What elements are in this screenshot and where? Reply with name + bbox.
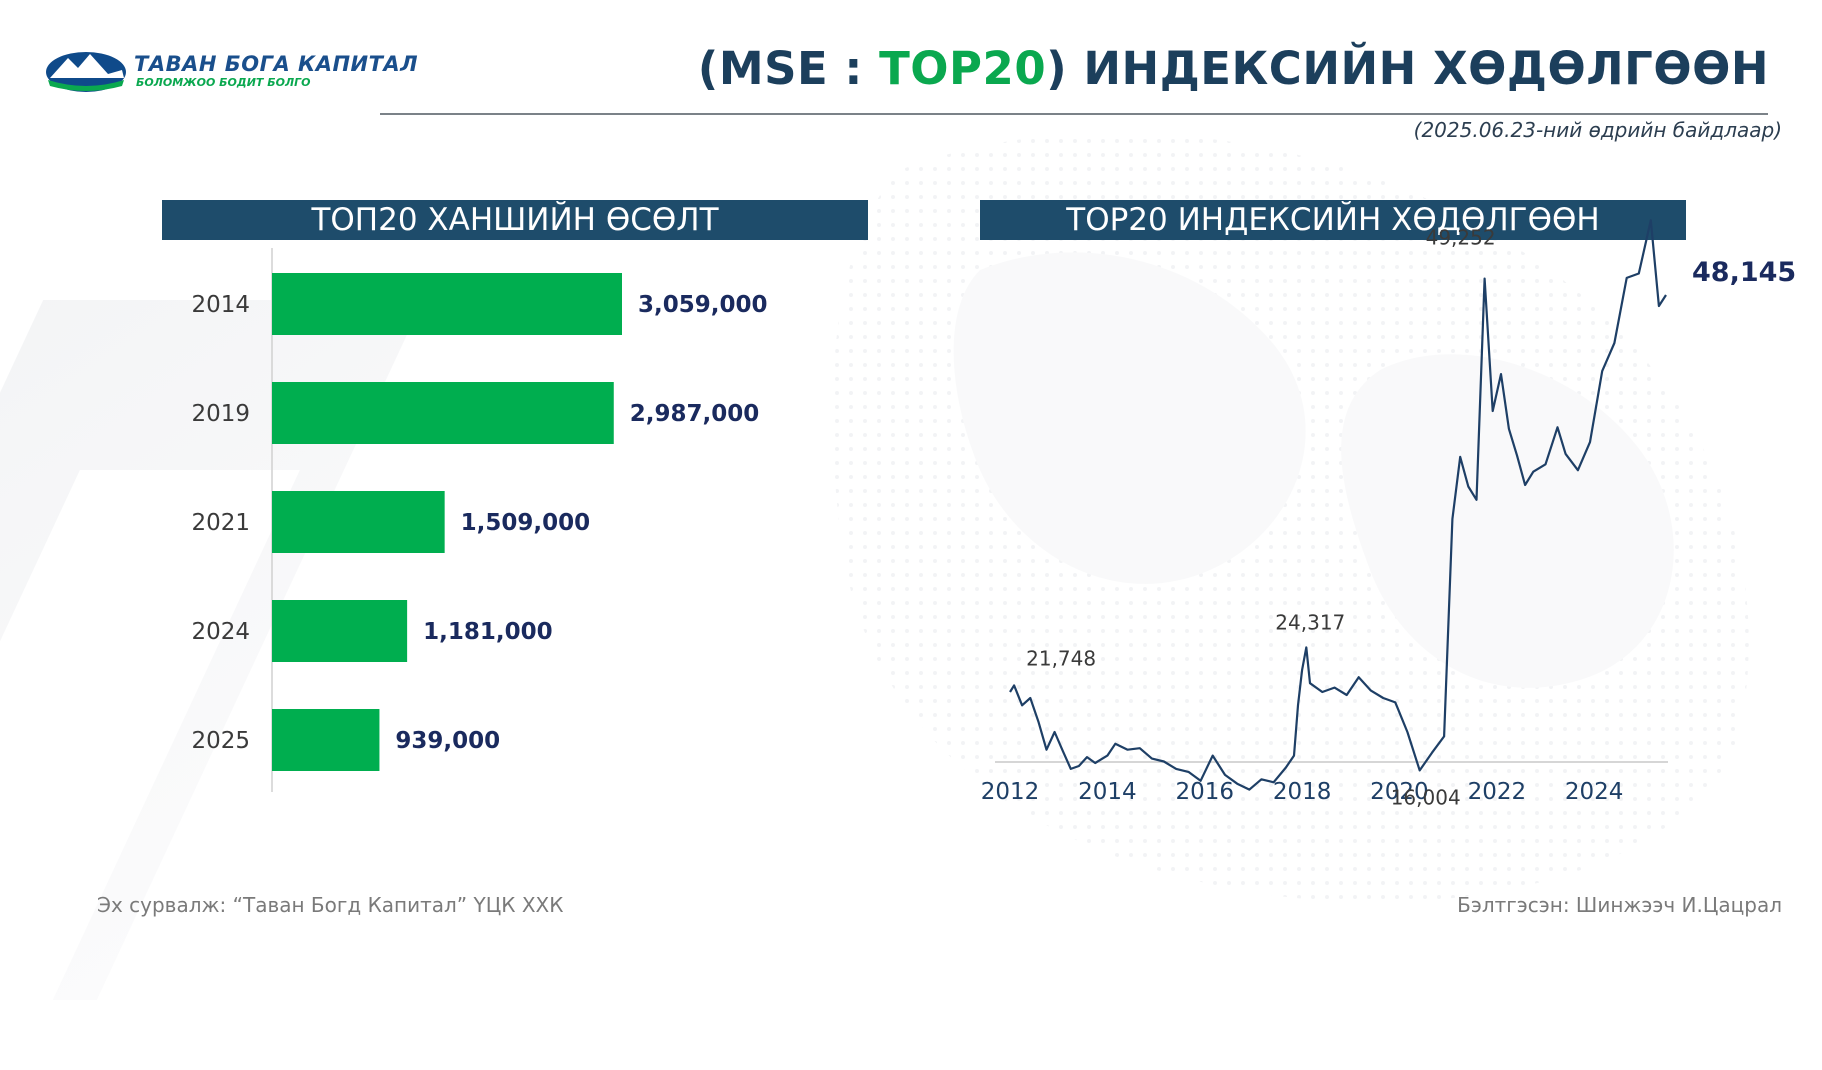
x-tick-label: 2012 (981, 779, 1040, 805)
bar-value-label: 939,000 (395, 728, 500, 754)
annotation-label: 21,748 (1026, 646, 1096, 670)
source-note: Эх сурвалж: “Таван Богд Капитал” ҮЦК ХХК (97, 893, 564, 917)
title-prefix: (MSE : (697, 42, 880, 95)
line-chart-title: TOP20 ИНДЕКСИЙН ХӨДӨЛГӨӨН (980, 200, 1686, 240)
bar-2021 (272, 491, 445, 553)
page-title: (MSE : TOP20) ИНДЕКСИЙН ХӨДӨЛГӨӨН (698, 42, 1769, 95)
x-tick-label: 2022 (1468, 779, 1527, 805)
title-divider (380, 113, 1768, 115)
annotation-label: 48,145 (1692, 257, 1796, 288)
title-suffix: ) ИНДЕКСИЙН ХӨДӨЛГӨӨН (1046, 42, 1769, 95)
bar-category-label: 2021 (191, 510, 250, 536)
bar-chart-title: ТОП20 ХАНШИЙН ӨСӨЛТ (162, 200, 868, 240)
bar-category-label: 2014 (191, 292, 250, 318)
bar-2019 (272, 382, 614, 444)
company-logo (46, 52, 126, 92)
x-tick-label: 2020 (1370, 779, 1429, 805)
annotation-label: 24,317 (1275, 610, 1345, 634)
bar-2024 (272, 600, 408, 662)
bar-chart: 2014 3,059,000 2019 2,987,000 2021 1,509,000 2… (191, 248, 768, 792)
bar-2025 (272, 709, 380, 771)
bar-category-label: 2019 (191, 401, 250, 427)
line-chart: 2012 2014 2016 2018 2020 2022 2024 21,748 24,317… (981, 219, 1796, 810)
bar-chart-marks: 2014 3,059,000 2019 2,987,000 2021 1,509,000 2… (191, 273, 768, 771)
logo-tagline: БОЛОМЖОО БОДИТ БОЛГО (136, 76, 311, 89)
bar-value-label: 2,987,000 (630, 401, 760, 427)
x-tick-label: 2024 (1565, 779, 1624, 805)
bar-category-label: 2025 (191, 728, 250, 754)
bar-value-label: 1,509,000 (461, 510, 590, 536)
bar-value-label: 3,059,000 (638, 292, 768, 318)
annotation-label: 16,004 (1391, 785, 1461, 809)
bar-2014 (272, 273, 622, 335)
bar-value-label: 1,181,000 (423, 619, 553, 645)
line-chart-labels: 2012 2014 2016 2018 2020 2022 2024 21,748 24,317… (981, 226, 1796, 810)
logo-name: ТАВАН БОГА КАПИТАЛ (134, 52, 419, 76)
bar-category-label: 2024 (191, 619, 250, 645)
title-accent: TOP20 (879, 42, 1047, 95)
prepared-by-note: Бэлтгэсэн: Шинжээч И.Цацрал (1457, 893, 1782, 917)
x-tick-label: 2016 (1175, 779, 1234, 805)
x-tick-label: 2014 (1078, 779, 1137, 805)
annotation-label: 49,252 (1426, 226, 1496, 250)
x-tick-label: 2018 (1273, 779, 1332, 805)
index-series-line (1009, 219, 1667, 791)
date-note: (2025.06.23-ний өдрийн байдлаар) (1413, 118, 1782, 142)
